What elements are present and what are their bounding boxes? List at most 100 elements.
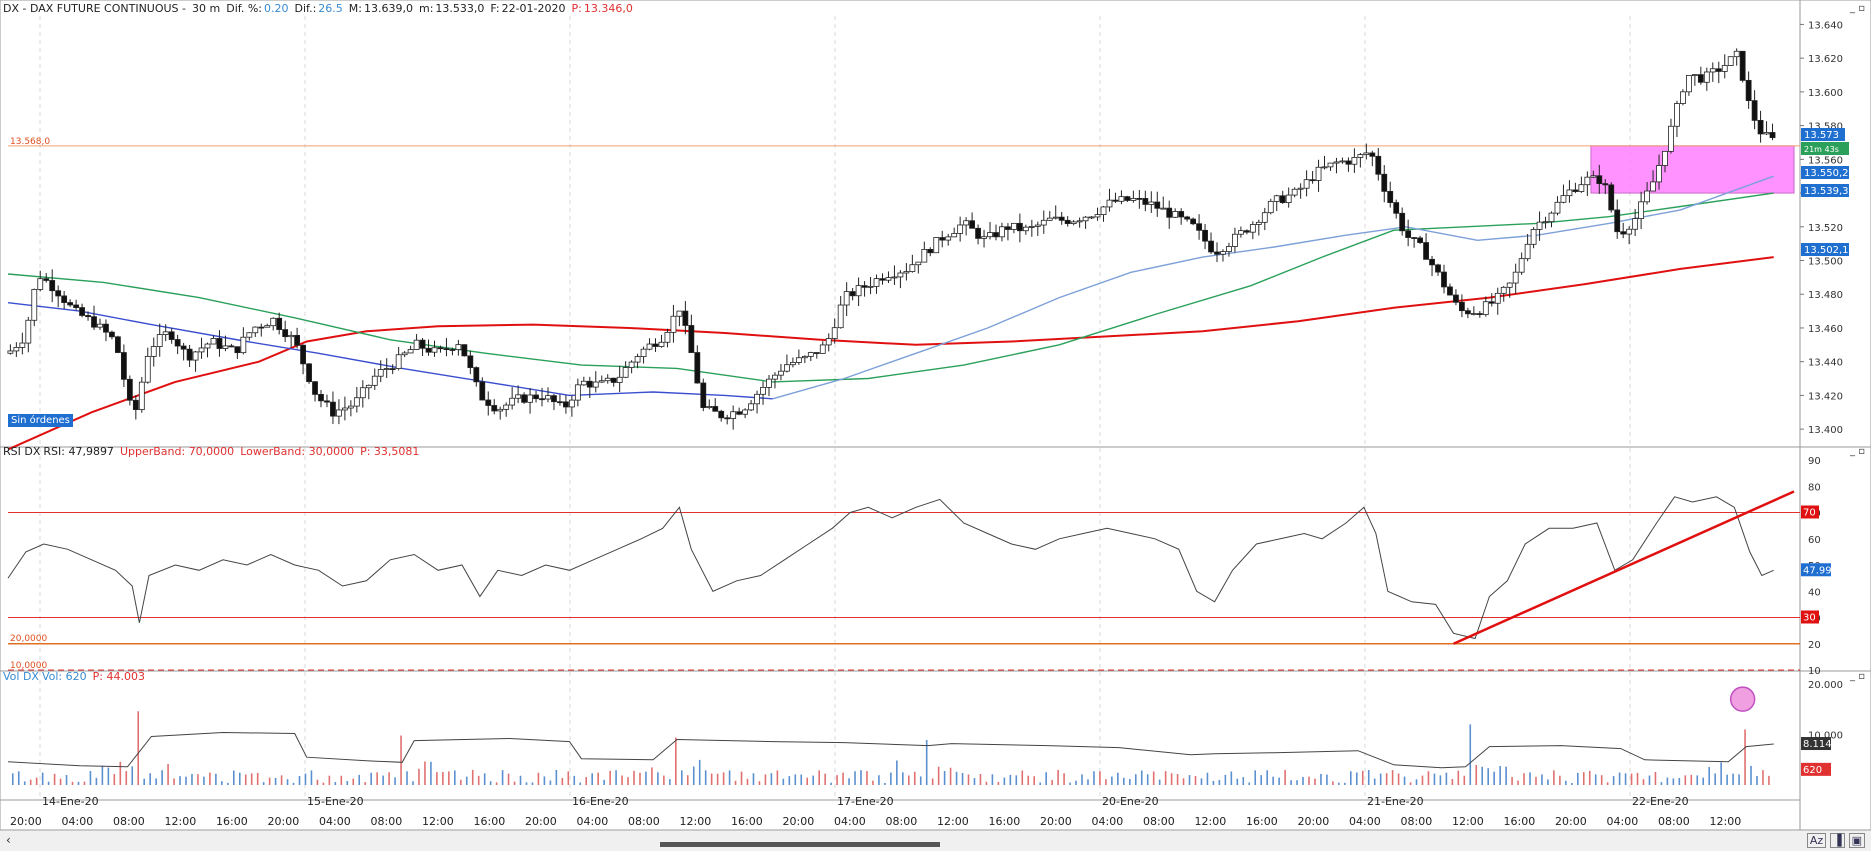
candle-body bbox=[407, 349, 414, 354]
candle-body bbox=[915, 261, 922, 266]
candle-body bbox=[891, 276, 898, 279]
price-tag-label: 13.502,1 bbox=[1804, 245, 1849, 256]
candle-body bbox=[748, 403, 754, 411]
candle-body bbox=[975, 227, 981, 239]
hour-label: 16:00 bbox=[474, 815, 506, 828]
candle-body bbox=[527, 394, 533, 403]
vol-pane-header: Vol DX Vol: 620 P: 44.003 bbox=[3, 670, 151, 684]
candle-body bbox=[1644, 190, 1650, 203]
candle-body bbox=[1733, 50, 1740, 58]
candle-body bbox=[431, 347, 438, 353]
candle-body bbox=[1333, 161, 1340, 164]
candle-body bbox=[688, 325, 695, 353]
bars-icon[interactable]: ▐ bbox=[1830, 833, 1845, 848]
vol-pane-controls[interactable]: _ ▫ bbox=[1850, 671, 1865, 682]
scroll-left-icon[interactable]: ‹ bbox=[6, 833, 11, 847]
candle-body bbox=[288, 334, 295, 338]
candle-body bbox=[1267, 200, 1274, 214]
candle-body bbox=[664, 331, 671, 343]
hour-label: 04:00 bbox=[1607, 815, 1639, 828]
candle-body bbox=[485, 399, 492, 406]
candle-body bbox=[1411, 237, 1418, 239]
hour-label: 12:00 bbox=[1195, 815, 1227, 828]
scroll-bar[interactable]: ‹ Az ▐ ▣ bbox=[0, 830, 1871, 851]
candle-body bbox=[843, 291, 850, 306]
rsi-pane-controls[interactable]: _ ▫ bbox=[1850, 446, 1865, 457]
price-tick-label: 13.520 bbox=[1808, 223, 1843, 234]
price-tick-label: 13.400 bbox=[1808, 425, 1843, 436]
candle-body bbox=[1172, 211, 1179, 218]
candle-body bbox=[586, 380, 593, 388]
candle-body bbox=[1572, 189, 1579, 192]
rsi-upper: UpperBand: 70,0000 bbox=[119, 445, 235, 458]
candle-body bbox=[43, 278, 50, 281]
zoom-icon[interactable]: Az bbox=[1806, 833, 1827, 848]
candle-body bbox=[957, 224, 964, 234]
candle-body bbox=[1417, 237, 1423, 243]
candle-body bbox=[455, 344, 462, 350]
price-tag bbox=[1801, 243, 1849, 256]
candle-body bbox=[300, 344, 306, 365]
candle-body bbox=[25, 319, 32, 344]
candle-body bbox=[1590, 175, 1597, 178]
candle-body bbox=[993, 232, 999, 238]
rsi-tag bbox=[1801, 563, 1831, 577]
price-tag bbox=[1801, 142, 1849, 155]
candle-body bbox=[509, 397, 516, 406]
dif-pct-label: Dif. %: bbox=[226, 2, 262, 15]
candle-body bbox=[807, 352, 814, 357]
candle-body bbox=[120, 352, 127, 380]
candle-body bbox=[1130, 198, 1137, 201]
price-tick-label: 13.640 bbox=[1808, 20, 1843, 31]
candle-body bbox=[1668, 125, 1674, 152]
candle-body bbox=[1100, 206, 1107, 216]
candle-body bbox=[1052, 216, 1059, 219]
candle-body bbox=[1243, 230, 1250, 233]
candle-body bbox=[1327, 162, 1334, 168]
candle-body bbox=[473, 367, 480, 383]
candle-body bbox=[359, 387, 366, 399]
rsi-tick-label: 80 bbox=[1808, 482, 1821, 493]
candle-body bbox=[539, 398, 545, 401]
scroll-thumb[interactable] bbox=[660, 842, 940, 847]
candle-body bbox=[1757, 119, 1764, 135]
day-label: 21-Ene-20 bbox=[1367, 795, 1424, 808]
candle-body bbox=[1548, 212, 1555, 223]
hour-label: 08:00 bbox=[628, 815, 660, 828]
rsi-tag-label: 70 bbox=[1803, 508, 1816, 519]
hour-label: 20:00 bbox=[783, 815, 815, 828]
price-tick-label: 13.500 bbox=[1808, 257, 1843, 268]
candle-body bbox=[1584, 176, 1591, 186]
hour-label: 12:00 bbox=[937, 815, 969, 828]
candle-body bbox=[7, 350, 14, 354]
candle-body bbox=[198, 347, 205, 353]
vol-tick-label: 20.000 bbox=[1808, 680, 1843, 691]
candle-body bbox=[1226, 246, 1232, 252]
candle-body bbox=[1273, 195, 1280, 202]
candle-body bbox=[132, 399, 139, 410]
candle-body bbox=[945, 236, 952, 241]
hour-label: 08:00 bbox=[371, 815, 403, 828]
candle-body bbox=[115, 336, 121, 353]
rsi-name: RSI DX bbox=[3, 445, 41, 458]
price-pane-controls[interactable]: _ ▫ bbox=[1850, 3, 1865, 14]
candle-body bbox=[1321, 166, 1328, 169]
candle-body bbox=[1016, 222, 1023, 232]
day-label: 16-Ene-20 bbox=[572, 795, 629, 808]
candle-body bbox=[150, 346, 157, 357]
save-icon[interactable]: ▣ bbox=[1848, 833, 1865, 848]
max-label: M: bbox=[348, 2, 362, 15]
price-tag-label: 13.550,2 bbox=[1804, 168, 1849, 179]
candle-body bbox=[1369, 152, 1376, 157]
candle-body bbox=[1512, 271, 1519, 284]
candle-body bbox=[1542, 221, 1549, 224]
candle-body bbox=[885, 277, 892, 281]
candle-body bbox=[533, 394, 539, 400]
level-label: 13.568,0 bbox=[10, 137, 50, 147]
day-label: 14-Ene-20 bbox=[42, 795, 99, 808]
candle-body bbox=[234, 346, 241, 354]
candle-body bbox=[1142, 198, 1149, 205]
candle-body bbox=[1524, 243, 1531, 260]
candle-body bbox=[1381, 173, 1388, 192]
candle-body bbox=[389, 368, 396, 371]
